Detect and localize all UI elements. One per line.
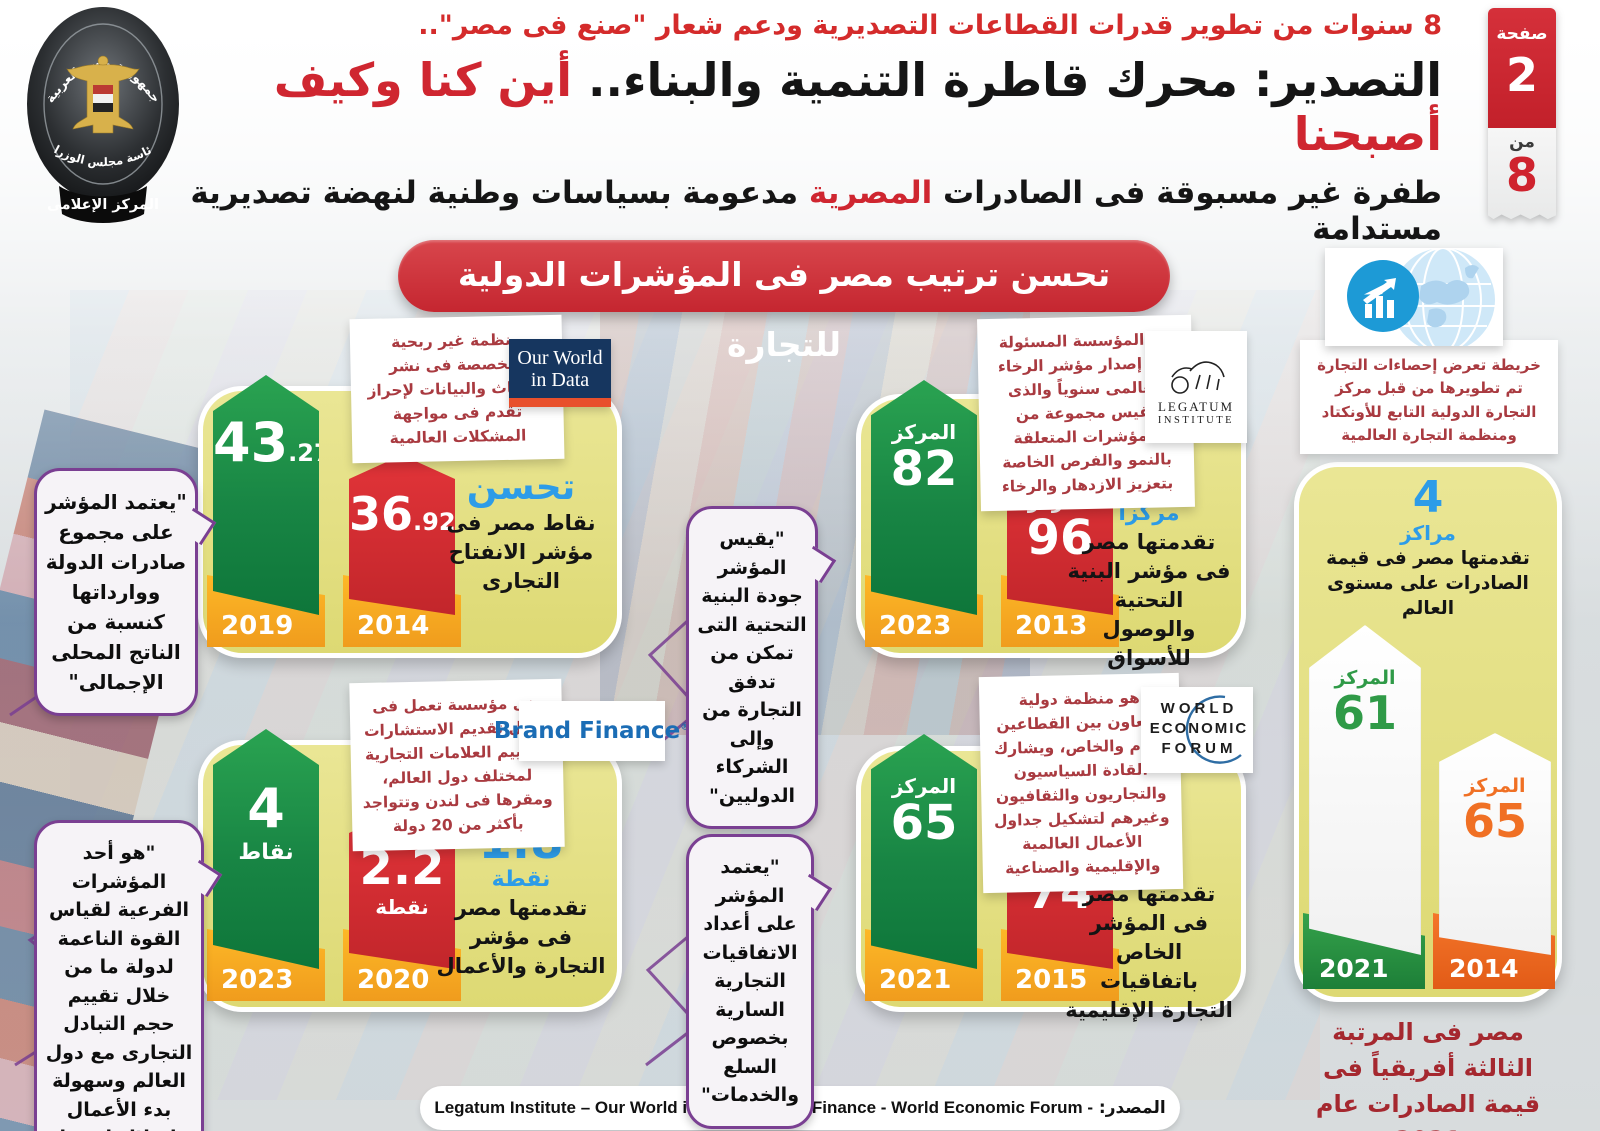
previous-year: 2015 bbox=[1015, 965, 1088, 995]
page-of-label: من bbox=[1509, 132, 1535, 152]
improved-year: 2021 bbox=[879, 965, 952, 995]
summary-highlight: تحسن bbox=[466, 467, 576, 508]
africa-rank-footnote: مصر فى المرتبة الثالثة أفريقياً فى قيمة … bbox=[1315, 1018, 1541, 1131]
logo-line1: Our World bbox=[517, 346, 603, 369]
world-economic-forum-logo: WORLD ECONOMIC FORUM bbox=[1141, 687, 1253, 773]
summary-text: تقدمتها مصر فى المؤشر الخاص باتفاقيات ال… bbox=[1065, 882, 1233, 1023]
arrow-value: 65 bbox=[1462, 794, 1527, 848]
previous-year: 2013 bbox=[1015, 611, 1088, 641]
logo-line2: ECONOMIC bbox=[1150, 720, 1249, 737]
improved-year: 2023 bbox=[879, 611, 952, 641]
logo-line3: FORUM bbox=[1162, 740, 1237, 757]
improved-year: 2019 bbox=[221, 611, 294, 641]
summary-highlight: 4 bbox=[1412, 472, 1444, 523]
brand-finance-logo: Brand Finance® bbox=[494, 701, 690, 761]
improved-year: 2023 bbox=[221, 965, 294, 995]
improved-year: 2021 bbox=[1319, 954, 1389, 983]
summary-text: تقدمتها مصر فى مؤشر التجارة والأعمال bbox=[436, 896, 606, 979]
page-subtitle: طفرة غير مسبوقة فى الصادرات المصرية مدعو… bbox=[187, 175, 1442, 247]
card-infrastructure-market-access-index: هو المؤسسة المسئولة عن إصدار مؤشر الرخاء… bbox=[856, 314, 1247, 670]
trade-map-logo bbox=[1325, 248, 1503, 346]
page-label: صفحة bbox=[1496, 24, 1548, 44]
arrow-label: المركز bbox=[891, 420, 957, 444]
improved-value-arrow: المركز 61 bbox=[1309, 625, 1421, 955]
logo-line1: WORLD bbox=[1161, 700, 1238, 717]
arrow-value: 61 bbox=[1332, 686, 1397, 740]
chariot-icon bbox=[1171, 360, 1225, 394]
arrow-value: 65 bbox=[890, 795, 958, 851]
previous-year: 2014 bbox=[357, 611, 430, 641]
arrow-label: المركز bbox=[1334, 667, 1396, 689]
summary-unit: مراكز bbox=[1400, 521, 1456, 546]
arrow-label: المركز bbox=[1464, 775, 1526, 797]
improved-value-arrow: المركز 82 bbox=[871, 380, 977, 615]
arrow-value: 82 bbox=[890, 441, 958, 497]
header: 8 سنوات من تطوير قدرات القطاعات التصديري… bbox=[187, 10, 1442, 247]
subtitle-post: مدعومة بسياسات وطنية لنهضة تصديرية مستدا… bbox=[190, 175, 1442, 247]
arrow-value-suffix: .27% bbox=[288, 439, 355, 467]
page-indicator-top: صفحة 2 bbox=[1488, 8, 1556, 128]
trade-map-description: خريطة تعرض إحصاءات التجارة تم تطويرها من… bbox=[1300, 340, 1558, 454]
our-world-in-data-logo: Our World in Data bbox=[509, 339, 611, 407]
purple-zigzag-decoration bbox=[644, 603, 707, 757]
summary-text: تقدمتها مصر فى مؤشر البنية التحتية والوص… bbox=[1067, 530, 1231, 671]
previous-year: 2014 bbox=[1449, 954, 1519, 983]
page-indicator-bottom: من 8 bbox=[1488, 128, 1556, 220]
logo-ribbon-text: المركز الإعلامى bbox=[47, 197, 159, 213]
purple-zigzag-decoration bbox=[645, 923, 703, 1067]
source-label: المصدر: bbox=[1098, 1098, 1166, 1118]
card-export-value-rank: 4 مراكز تقدمتها مصر فى قيمة الصادرات على… bbox=[1294, 462, 1562, 1002]
arrow-value: 4 bbox=[247, 777, 285, 840]
improved-value-arrow: 4 نقاط bbox=[213, 729, 319, 969]
page-title: التصدير: محرك قاطرة التنمية والبناء.. أي… bbox=[187, 53, 1443, 161]
logo-line2: INSTITUTE bbox=[1157, 414, 1235, 426]
arrow-unit: نقطة bbox=[375, 895, 429, 920]
index-explanation-bubble: "يعتمد المؤشر على أعداد الاتفاقيات التجا… bbox=[686, 834, 814, 1129]
summary-text: نقاط مصر فى مؤشر الانفتاح التجارى bbox=[446, 510, 596, 593]
logo-line2: in Data bbox=[530, 368, 590, 391]
card-trade-openness-index: منظمة غير ربحية متخصصة فى نشر الأبحاث وا… bbox=[198, 314, 622, 658]
improved-value-arrow: 43.27% bbox=[213, 375, 319, 615]
subtitle-highlight: المصرية bbox=[808, 175, 933, 211]
summary-unit: نقطة bbox=[491, 867, 551, 893]
wef-arc-icon: WORLD ECONOMIC FORUM bbox=[1150, 695, 1249, 764]
arrow-value: 96 bbox=[1026, 510, 1094, 566]
previous-value-arrow: المركز 65 bbox=[1439, 733, 1551, 955]
index-explanation-bubble: "هو أحد المؤشرات الفرعية لقياس القوة الن… bbox=[34, 820, 204, 1131]
index-explanation-bubble: "يعتمد المؤشر على مجموع صادرات الدولة وو… bbox=[34, 468, 198, 716]
header-topline: 8 سنوات من تطوير قدرات القطاعات التصديري… bbox=[418, 10, 1442, 41]
page-number: 2 bbox=[1505, 48, 1538, 102]
arrow-value: 36 bbox=[349, 487, 414, 541]
card-trade-business-index: هى مؤسسة تعمل فى مجال تقديم الاستشارات و… bbox=[198, 678, 690, 1012]
improved-value-arrow: المركز 65 bbox=[871, 734, 977, 969]
page-total: 8 bbox=[1505, 148, 1538, 202]
index-explanation-bubble: "يقيس المؤشر جودة البنية التحتية التى تم… bbox=[686, 506, 818, 829]
summary-text: تقدمتها مصر فى قيمة الصادرات على مستوى ا… bbox=[1326, 548, 1530, 620]
card-summary: 4 مراكز تقدمتها مصر فى قيمة الصادرات على… bbox=[1299, 467, 1557, 622]
previous-year: 2020 bbox=[357, 965, 430, 995]
card-regional-trade-agreements-index: هو منظمة دولية للتعاون بين القطاعين العا… bbox=[856, 672, 1253, 1022]
trade-map-globe-icon bbox=[1347, 248, 1495, 346]
egypt-eagle-emblem-icon: جمهورية مصر العربية رئاسة مجلس الوزراء ا… bbox=[18, 0, 179, 223]
title-black-part: التصدير: محرك قاطرة التنمية والبناء.. bbox=[571, 53, 1443, 107]
arrow-value: 43 bbox=[213, 411, 289, 474]
cabinet-media-center-logo: جمهورية مصر العربية رئاسة مجلس الوزراء ا… bbox=[18, 0, 184, 226]
title-red-part: أين كنا وكيف أصبحنا bbox=[273, 53, 1443, 161]
previous-value-arrow: 36.92% bbox=[349, 455, 455, 615]
legatum-institute-logo: LEGATUM INSTITUTE bbox=[1145, 331, 1247, 443]
arrow-label: المركز bbox=[891, 774, 957, 798]
page-indicator: صفحة 2 من 8 bbox=[1488, 8, 1556, 220]
arrow-value: 2.2 bbox=[359, 840, 445, 896]
logo-line1: Brand Finance bbox=[493, 718, 681, 744]
logo-line1: LEGATUM bbox=[1157, 398, 1235, 414]
section-banner: تحسن ترتيب مصر فى المؤشرات الدولية للتجا… bbox=[398, 240, 1170, 364]
arrow-value-suffix: .92% bbox=[413, 508, 480, 536]
subtitle-pre: طفرة غير مسبوقة فى الصادرات bbox=[932, 175, 1442, 211]
card-summary: تحسن نقاط مصر فى مؤشر الانفتاح التجارى bbox=[435, 469, 607, 596]
arrow-unit: نقاط bbox=[238, 839, 294, 865]
